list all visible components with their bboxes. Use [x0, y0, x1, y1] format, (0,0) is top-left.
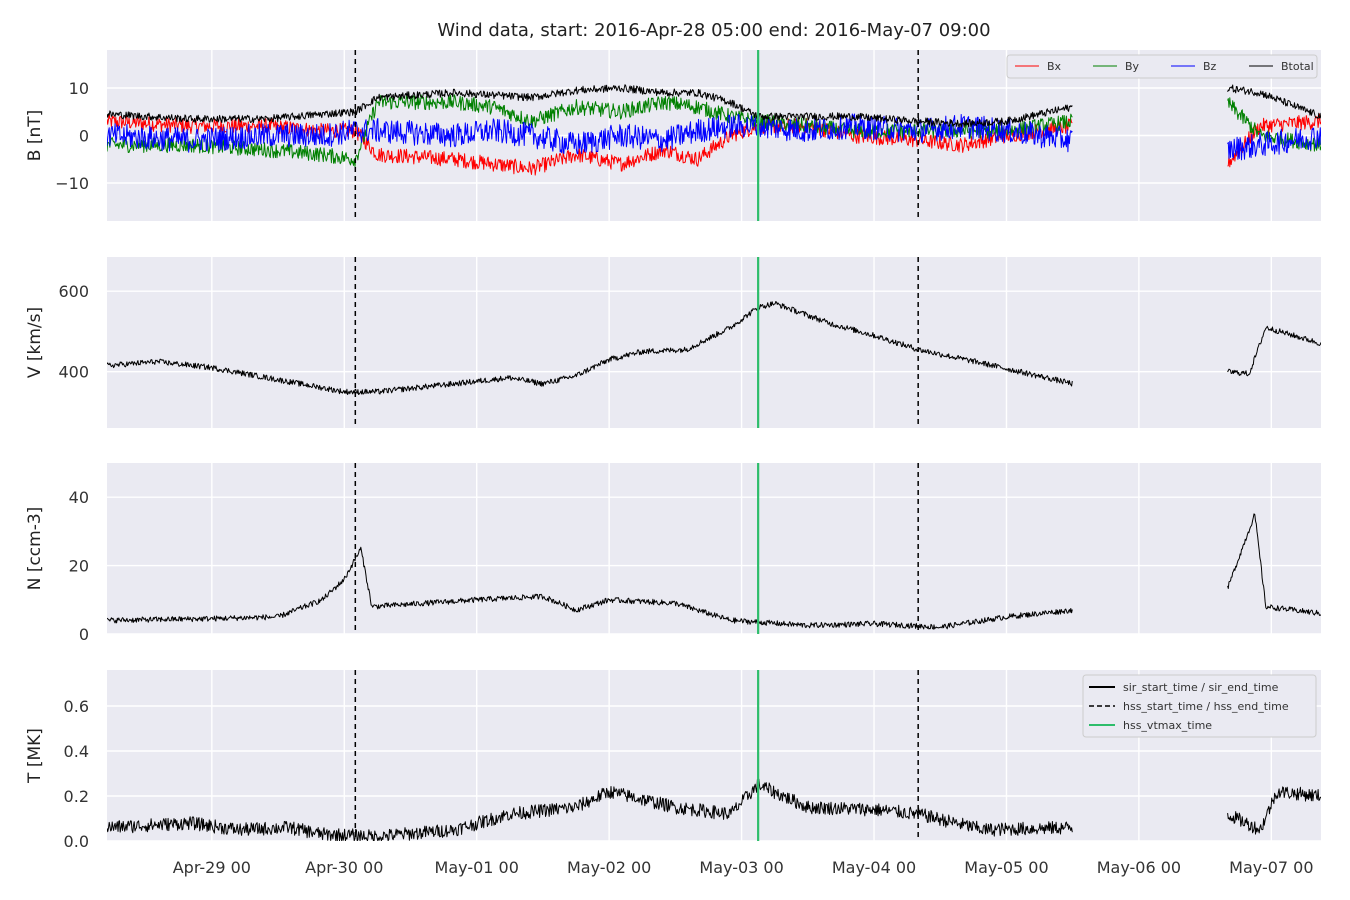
y-tick-label: 0.4: [64, 742, 89, 761]
y-tick-label: 0: [79, 127, 89, 146]
legend-label-Bx: Bx: [1047, 60, 1062, 73]
series-line-V: [1227, 325, 1321, 377]
y-tick-label: 10: [69, 79, 89, 98]
y-tick-label: 0: [79, 625, 89, 644]
y-tick-label: 20: [69, 557, 89, 576]
panel-N: 0 20 40 N [ccm-3]: [25, 463, 1321, 644]
series-group-T: [107, 778, 1321, 841]
event-legend-label: hss_vtmax_time: [1123, 719, 1212, 732]
series-line-Bz: [1227, 127, 1321, 161]
plot-area-V: [107, 257, 1321, 428]
x-tick-label: Apr-29 00: [173, 858, 251, 877]
panel-B: −10 0 10 B [nT] Bx By Bz Btotal: [25, 50, 1321, 221]
chart-title: Wind data, start: 2016-Apr-28 05:00 end:…: [437, 20, 990, 41]
x-tick-label: May-05 00: [964, 858, 1048, 877]
y-tick-label: 0.0: [64, 832, 89, 851]
y-axis-label: B [nT]: [25, 110, 45, 162]
x-tick-label: May-03 00: [699, 858, 783, 877]
y-axis-label: T [MK]: [25, 728, 45, 784]
series-line-By: [1227, 97, 1321, 152]
legend-label-By: By: [1125, 60, 1140, 73]
x-tick-label: May-02 00: [567, 858, 651, 877]
y-tick-label: 600: [58, 282, 89, 301]
x-tick-label: May-06 00: [1097, 858, 1181, 877]
y-tick-label: 0.2: [64, 787, 89, 806]
y-tick-label: −10: [55, 174, 89, 193]
series-line-Btotal: [107, 84, 1073, 128]
x-tick-label: May-01 00: [435, 858, 519, 877]
x-tick-label: May-07 00: [1229, 858, 1313, 877]
panel-V: 400 600 V [km/s]: [25, 257, 1321, 428]
y-tick-label: 0.6: [64, 697, 89, 716]
y-axis-label: N [ccm-3]: [25, 507, 45, 591]
b-legend-box: [1006, 54, 1318, 79]
series-line-T: [107, 778, 1073, 841]
series-group-N: [107, 513, 1321, 630]
series-line-V: [107, 301, 1073, 395]
event-legend-label: sir_start_time / sir_end_time: [1123, 681, 1279, 694]
y-axis-label: V [km/s]: [25, 307, 45, 378]
x-tick-label: May-04 00: [832, 858, 916, 877]
y-tick-label: 40: [69, 488, 89, 507]
series-line-T: [1227, 786, 1321, 835]
series-line-Btotal: [1227, 84, 1321, 119]
legend-label-Btotal: Btotal: [1281, 60, 1314, 73]
series-line-Bz: [107, 113, 1073, 155]
event-legend-box: [1082, 674, 1317, 738]
legend-label-Bz: Bz: [1203, 60, 1217, 73]
series-line-N: [107, 546, 1073, 630]
event-legend-label: hss_start_time / hss_end_time: [1123, 700, 1289, 713]
series-group-V: [107, 301, 1321, 395]
series-group-B: [107, 84, 1321, 176]
y-tick-label: 400: [58, 363, 89, 382]
x-tick-label: Apr-30 00: [305, 858, 383, 877]
series-line-N: [1227, 513, 1321, 616]
